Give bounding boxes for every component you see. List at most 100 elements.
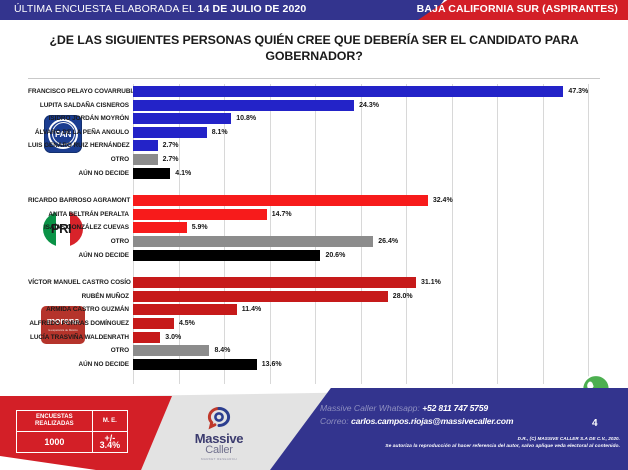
header-red-band xyxy=(418,0,628,20)
bar-container: 32.4% xyxy=(133,195,453,207)
chart-bar xyxy=(133,113,232,125)
bar-container: 26.4% xyxy=(133,235,399,247)
bar-value-label: 4.5% xyxy=(178,319,195,327)
header-date-value: 14 DE JULIO DE 2020 xyxy=(197,3,307,15)
bar-container: 4.5% xyxy=(133,317,195,329)
chart-bar-row: FRANCISCO PELAYO COVARRUBIAS 47.3% xyxy=(28,86,600,97)
chart-bar-row: OTRO 8.4% xyxy=(28,345,600,357)
gridline xyxy=(224,84,225,384)
chart-bar-row: AÚN NO DECIDE 4.1% xyxy=(28,167,600,179)
chart-bar xyxy=(133,331,161,343)
chart-bar xyxy=(133,277,416,289)
gridline xyxy=(133,84,134,384)
bar-container: 5.9% xyxy=(133,222,208,234)
bar-value-label: 2.7% xyxy=(162,142,179,150)
header-region-label: BAJA CALIFORNIA SUR (ASPIRANTES) xyxy=(416,3,618,15)
gridline xyxy=(497,84,498,384)
bar-value-label: 4.1% xyxy=(175,169,192,177)
bar-container: 4.1% xyxy=(133,167,192,179)
chart-plot-area xyxy=(133,84,589,384)
email-line: Correo: carlos.campos.riojas@massivecall… xyxy=(320,415,590,428)
bar-container: 3.0% xyxy=(133,331,181,343)
bar-value-label: 47.3% xyxy=(568,88,589,95)
chart-bar-row: ANITA BELTRÁN PERALTA 14.7% xyxy=(28,208,600,220)
candidate-name-label: ISIDRO JORDÁN MOYRÓN xyxy=(48,115,129,123)
bar-container: 28.0% xyxy=(133,290,413,302)
chart-bar xyxy=(133,208,267,220)
bar-value-label: 5.9% xyxy=(191,224,208,232)
chart-bar-row: ISIDRO JORDÁN MOYRÓN 10.8% xyxy=(28,113,600,125)
title-divider xyxy=(28,78,600,79)
sample-stats-table: ENCUESTAS REALIZADAS M. E. 1000 +/- 3.4% xyxy=(16,410,129,453)
chart-bar-row: OTRO 26.4% xyxy=(28,235,600,247)
bar-value-label: 32.4% xyxy=(432,197,453,205)
email-address[interactable]: carlos.campos.riojas@massivecaller.com xyxy=(351,416,514,426)
candidate-name-label: ISAÍAS GONZÁLEZ CUEVAS xyxy=(43,224,129,232)
bar-value-label: 28.0% xyxy=(392,292,413,300)
chart-bar xyxy=(133,222,187,234)
stat-value-surveys: 1000 xyxy=(16,431,93,453)
candidate-name-label: ARMIDA CASTRO GUZMÁN xyxy=(46,306,129,314)
page-header: ÚLTIMA ENCUESTA ELABORADA EL 14 DE JULIO… xyxy=(0,0,628,20)
bar-value-label: 24.3% xyxy=(359,101,379,109)
candidate-name-label: OTRO xyxy=(110,347,129,355)
chart-bar xyxy=(133,235,374,247)
bar-value-label: 31.1% xyxy=(421,279,441,287)
bar-container: 13.6% xyxy=(133,358,282,370)
party-group-morena: morena la esperanza de México VÍCTOR MANUE… xyxy=(28,277,600,372)
chart-bar-row: VÍCTOR MANUEL CASTRO COSÍO 31.1% xyxy=(28,277,600,289)
candidate-name-label: AÚN NO DECIDE xyxy=(78,251,130,259)
candidate-name-label: AÚN NO DECIDE xyxy=(78,169,130,177)
bar-container: 31.1% xyxy=(133,277,441,289)
party-logo-cell: morena la esperanza de México xyxy=(36,277,90,372)
whatsapp-line: Massive Caller Whatsapp: +52 811 747 575… xyxy=(320,402,590,415)
whatsapp-number[interactable]: +52 811 747 5759 xyxy=(422,403,488,413)
chart-bar xyxy=(133,195,428,207)
chart-bar-row: AÚN NO DECIDE 20.6% xyxy=(28,249,600,261)
bar-container: 8.4% xyxy=(133,345,230,357)
pan-party-logo: PAN xyxy=(44,114,82,153)
candidate-name-label: RUBÉN MUÑOZ xyxy=(81,292,129,300)
chart-bar xyxy=(133,99,355,111)
chart-bar-row: OTRO 2.7% xyxy=(28,154,600,165)
page-footer: ENCUESTAS REALIZADAS M. E. 1000 +/- 3.4%… xyxy=(0,388,628,470)
chart-bar-row: AÚN NO DECIDE 13.6% xyxy=(28,358,600,370)
gridline xyxy=(178,84,180,384)
chart-bar-row: ISAÍAS GONZÁLEZ CUEVAS 5.9% xyxy=(28,222,600,234)
chart-bar-row: RICARDO BARROSO AGRAMONT 32.4% xyxy=(28,195,600,207)
candidate-name-label: ALFREDO PORRAS DOMÍNGUEZ xyxy=(29,319,129,327)
candidate-name-label: OTRO xyxy=(110,156,129,163)
stat-value-margin: +/- 3.4% xyxy=(91,431,129,453)
chart-bar xyxy=(133,290,388,302)
chart-bar-row: ÁLVARO DE LA PEÑA ANGULO 8.1% xyxy=(28,126,600,138)
bar-container: 11.4% xyxy=(133,304,261,316)
chart-bar-row: LUIS GENARO RUIZ HERNÁNDEZ 2.7% xyxy=(28,140,600,152)
bar-container: 8.1% xyxy=(133,126,228,138)
chart-bar xyxy=(133,154,158,165)
bar-value-label: 2.7% xyxy=(162,156,179,163)
footer-blue-band xyxy=(270,388,628,470)
gridline xyxy=(406,84,407,384)
candidate-name-label: RICARDO BARROSO AGRAMONT xyxy=(28,197,131,205)
chart-bar-row: ALFREDO PORRAS DOMÍNGUEZ 4.5% xyxy=(28,317,600,329)
party-logo-cell: PAN xyxy=(36,86,90,181)
chart-bar xyxy=(133,249,321,261)
bar-container: 20.6% xyxy=(133,249,345,261)
bar-container: 2.7% xyxy=(133,140,179,152)
candidate-name-label: LUPITA SALDAÑA CISNEROS xyxy=(39,101,129,109)
email-label: Correo: xyxy=(320,416,349,426)
massive-caller-mark-icon xyxy=(206,406,232,432)
chart-bar-row: LUCÍA TRASVIÑA WALDENRATH 3.0% xyxy=(28,331,600,343)
chart-bar xyxy=(133,317,174,329)
gridline xyxy=(315,84,316,384)
chart-bar xyxy=(133,345,210,357)
bar-container: 10.8% xyxy=(133,113,256,125)
header-blue-band xyxy=(0,0,428,20)
chart-bar-row: ARMIDA CASTRO GUZMÁN 11.4% xyxy=(28,304,600,316)
bar-value-label: 26.4% xyxy=(378,237,399,245)
chart-bar xyxy=(133,167,171,179)
bar-value-label: 14.7% xyxy=(271,210,292,218)
bar-value-label: 13.6% xyxy=(261,360,282,368)
gridline xyxy=(451,84,453,384)
stat-header-margin: M. E. xyxy=(91,410,129,432)
